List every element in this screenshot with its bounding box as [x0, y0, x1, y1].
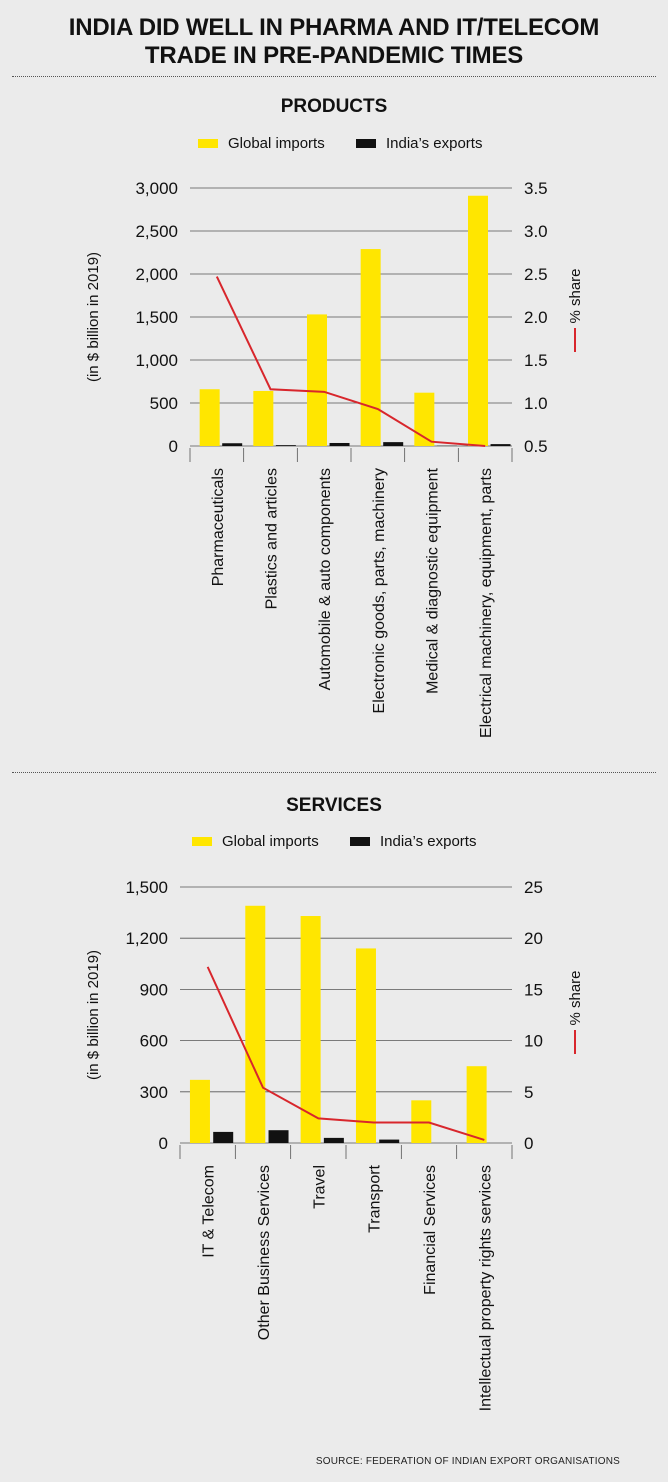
y-tick-label: 600 [140, 1032, 168, 1051]
y-tick-label: 3,000 [135, 179, 178, 198]
category-label: Electrical machinery, equipment, parts [478, 468, 495, 738]
category-label: IT & Telecom [201, 1165, 218, 1258]
y2-tick-label: 10 [524, 1032, 543, 1051]
share-legend-label: % share [567, 268, 584, 323]
bar-india-exports [275, 445, 296, 446]
chart-title: PRODUCTS [281, 96, 388, 117]
headline-line-1: INDIA DID WELL IN PHARMA AND IT/TELECOM [68, 14, 600, 41]
y-tick-label: 500 [150, 394, 178, 413]
y2-tick-label: 3.5 [524, 179, 548, 198]
category-label: Automobile & auto components [317, 468, 334, 690]
y-tick-label: 1,200 [125, 929, 168, 948]
y2-tick-label: 0 [524, 1134, 533, 1153]
bar-india-exports [213, 1131, 234, 1143]
bar-india-exports [323, 1137, 344, 1143]
bar-india-exports [379, 1139, 400, 1143]
y2-tick-label: 1.0 [524, 394, 548, 413]
bar-global-imports [414, 392, 435, 446]
source-note: SOURCE: FEDERATION OF INDIAN EXPORT ORGA… [315, 1456, 620, 1467]
bar-india-exports [329, 442, 350, 446]
share-line [206, 966, 485, 1141]
legend-label-exports: India’s exports [380, 833, 476, 850]
bar-india-exports [383, 442, 404, 446]
bar-global-imports [355, 948, 376, 1143]
category-label: Electronic goods, parts, machinery [371, 468, 388, 713]
bar-india-exports [222, 443, 243, 446]
bar-global-imports [253, 390, 274, 446]
legend-label-imports: Global imports [228, 135, 325, 152]
y-tick-label: 0 [159, 1134, 168, 1153]
y-tick-label: 1,500 [125, 878, 168, 897]
headline: INDIA DID WELL IN PHARMA AND IT/TELECOM … [0, 14, 668, 70]
y2-tick-label: 20 [524, 929, 543, 948]
y-tick-label: 2,500 [135, 222, 178, 241]
bar-india-exports [268, 1130, 289, 1143]
y2-tick-label: 5 [524, 1083, 533, 1102]
chart-title: SERVICES [286, 795, 382, 816]
y2-tick-label: 15 [524, 980, 543, 999]
y2-tick-label: 0.5 [524, 437, 548, 456]
category-label: Financial Services [422, 1165, 439, 1295]
y-tick-label: 900 [140, 980, 168, 999]
legend-label-imports: Global imports [222, 833, 319, 850]
category-label: Transport [367, 1164, 384, 1232]
category-label: Medical & diagnostic equipment [425, 467, 442, 693]
y-tick-label: 1,500 [135, 308, 178, 327]
legend-swatch-exports [356, 139, 376, 148]
legend-swatch-imports [198, 139, 218, 148]
y-axis-title: (in $ billion in 2019) [85, 252, 102, 382]
y2-tick-label: 25 [524, 878, 543, 897]
headline-line-2: TRADE IN PRE-PANDEMIC TIMES [144, 42, 524, 69]
category-label: Plastics and articles [264, 468, 281, 609]
products-chart: PRODUCTS Global imports India’s exports 0 50… [85, 96, 584, 738]
share-legend-label: % share [567, 970, 584, 1025]
bar-global-imports [245, 905, 266, 1143]
category-label: Intellectual property rights services [477, 1165, 494, 1411]
bar-global-imports [189, 1079, 210, 1143]
y2-tick-label: 2.5 [524, 265, 548, 284]
bar-india-exports [490, 444, 511, 446]
bar-global-imports [467, 195, 488, 446]
legend-swatch-exports [350, 837, 370, 846]
category-label: Pharmaceuticals [210, 468, 227, 586]
bar-global-imports [306, 314, 327, 446]
divider-top [12, 76, 656, 77]
legend-swatch-imports [192, 837, 212, 846]
divider-middle [12, 772, 656, 773]
y2-tick-label: 1.5 [524, 351, 548, 370]
y-tick-label: 0 [169, 437, 178, 456]
y2-tick-label: 2.0 [524, 308, 548, 327]
category-label: Other Business Services [256, 1165, 273, 1340]
y-tick-label: 2,000 [135, 265, 178, 284]
bar-global-imports [360, 249, 381, 446]
category-label: Travel [311, 1165, 328, 1209]
y-tick-label: 300 [140, 1083, 168, 1102]
share-line [215, 276, 486, 447]
legend-label-exports: India’s exports [386, 135, 482, 152]
bar-global-imports [199, 389, 220, 446]
y-axis-title: (in $ billion in 2019) [85, 950, 102, 1080]
bar-global-imports [300, 916, 321, 1143]
services-chart: SERVICES Global imports India’s exports 0 30… [85, 795, 584, 1411]
y2-tick-label: 3.0 [524, 222, 548, 241]
bar-global-imports [466, 1066, 487, 1143]
y-tick-label: 1,000 [135, 351, 178, 370]
